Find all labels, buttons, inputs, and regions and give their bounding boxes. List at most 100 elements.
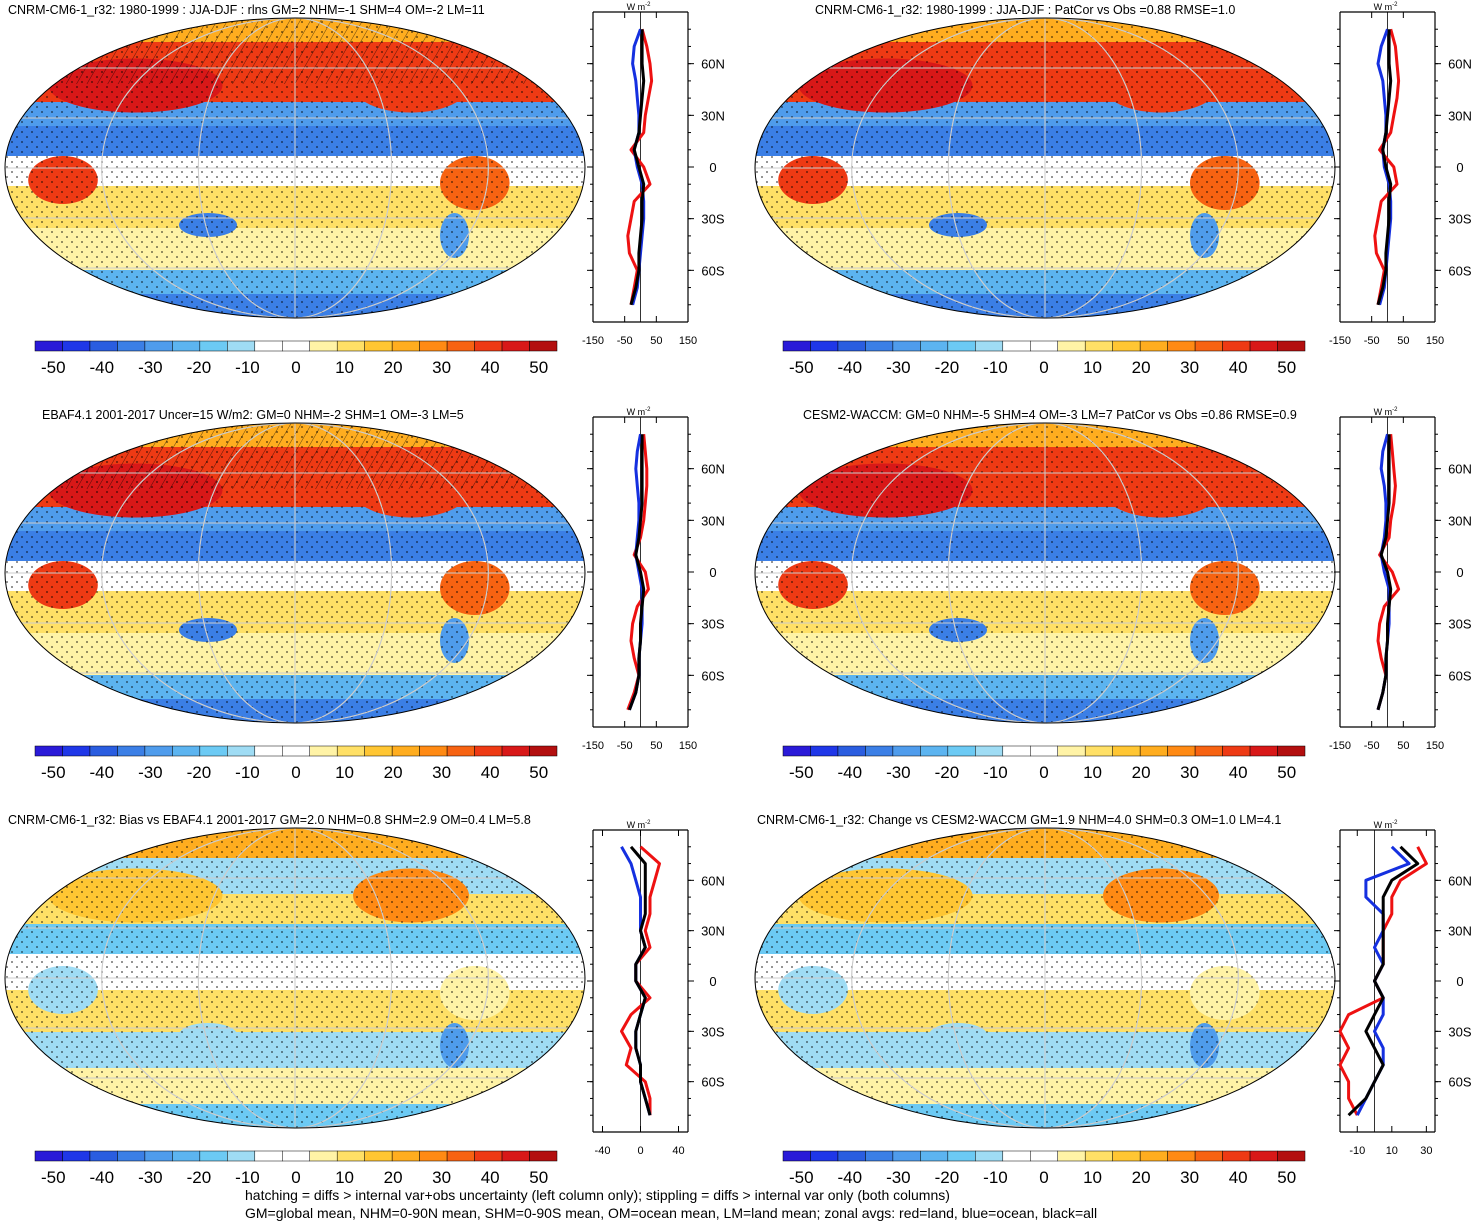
panel-title: CNRM-CM6-1_r32: Change vs CESM2-WACCM GM… bbox=[757, 813, 1282, 827]
colorbar-label: -20 bbox=[935, 358, 960, 377]
x-tick-label: -40 bbox=[595, 1145, 611, 1157]
colorbar-swatch bbox=[309, 340, 338, 352]
colorbar-label: 0 bbox=[291, 763, 300, 782]
colorbar-label: 10 bbox=[1083, 1168, 1102, 1185]
lat-label: 30S bbox=[1448, 617, 1471, 632]
panel-title: EBAF4.1 2001-2017 Uncer=15 W/m2: GM=0 NH… bbox=[42, 408, 464, 422]
panel-title: CESM2-WACCM: GM=0 NHM=-5 SHM=4 OM=-3 LM=… bbox=[803, 408, 1297, 422]
x-tick-label: 50 bbox=[650, 335, 662, 347]
zonal-unit: W m-2 bbox=[627, 820, 651, 830]
zonal-line-all bbox=[1347, 845, 1420, 1117]
colorbar-swatch bbox=[1194, 1150, 1223, 1162]
lat-label: 60S bbox=[701, 1075, 724, 1090]
colorbar-swatch bbox=[89, 745, 118, 757]
x-tick-label: 50 bbox=[1397, 335, 1409, 347]
colorbar-swatch bbox=[810, 1150, 839, 1162]
colorbar-swatch bbox=[144, 340, 173, 352]
x-tick-label: -150 bbox=[1329, 740, 1351, 752]
panel-title: CNRM-CM6-1_r32: Bias vs EBAF4.1 2001-201… bbox=[8, 813, 531, 827]
colorbar-swatch bbox=[1112, 1150, 1141, 1162]
colorbar-swatch bbox=[782, 745, 811, 757]
colorbar-label: -20 bbox=[187, 763, 212, 782]
colorbar-swatch bbox=[227, 1150, 256, 1162]
colorbar-label: -40 bbox=[90, 358, 115, 377]
colorbar-swatch bbox=[62, 1150, 91, 1162]
colorbar-swatch bbox=[837, 745, 866, 757]
map-field bbox=[5, 423, 585, 723]
footnote-line-1: hatching = diffs > internal var+obs unce… bbox=[245, 1187, 950, 1203]
colorbar-swatch bbox=[529, 340, 558, 352]
panel-1: CNRM-CM6-1_r32: 1980-1999 : JJA-DJF : rl… bbox=[0, 0, 740, 400]
x-tick-label: -150 bbox=[582, 740, 604, 752]
lat-label: 60N bbox=[1448, 462, 1472, 477]
colorbar-label: 20 bbox=[1132, 358, 1151, 377]
colorbar-label: -30 bbox=[138, 358, 163, 377]
colorbar-swatch bbox=[892, 745, 921, 757]
map-svg: -50 -40 -30 -20 -10 0 10 20 30 40 50 W m-2 60N 30N 0 30… bbox=[754, 407, 1472, 782]
colorbar-swatch bbox=[62, 340, 91, 352]
lat-label: 0 bbox=[709, 974, 716, 989]
colorbar-label: -30 bbox=[138, 1168, 163, 1185]
zonal-plot: W m-2 60N 30N 0 30S 60S -150 -50 50 150 bbox=[582, 2, 725, 347]
lat-label: 60N bbox=[1448, 57, 1472, 72]
zonal-line-all bbox=[1376, 434, 1393, 711]
colorbar-swatch bbox=[391, 745, 420, 757]
x-tick-label: -50 bbox=[1364, 740, 1380, 752]
panel-6: CNRM-CM6-1_r32: Change vs CESM2-WACCM GM… bbox=[745, 810, 1483, 1185]
panel-3: EBAF4.1 2001-2017 Uncer=15 W/m2: GM=0 NH… bbox=[0, 405, 740, 805]
colorbar-swatch bbox=[501, 745, 530, 757]
colorbar-label: 20 bbox=[384, 763, 403, 782]
colorbar-label: 10 bbox=[335, 1168, 354, 1185]
colorbar-swatch bbox=[1194, 745, 1223, 757]
x-tick-label: 40 bbox=[672, 1145, 684, 1157]
colorbar-swatch bbox=[117, 745, 146, 757]
zonal-line-land bbox=[1338, 846, 1428, 1116]
colorbar-label: -30 bbox=[138, 763, 163, 782]
lat-label: 0 bbox=[709, 565, 716, 580]
colorbar-label: 0 bbox=[1039, 763, 1048, 782]
colorbar-label: -10 bbox=[235, 358, 260, 377]
colorbar-swatch bbox=[975, 745, 1004, 757]
colorbar-swatch bbox=[1112, 745, 1141, 757]
lat-label: 30N bbox=[1448, 924, 1472, 939]
colorbar-swatch bbox=[865, 1150, 894, 1162]
map-field bbox=[5, 828, 585, 1128]
zonal-line-ocean bbox=[1355, 845, 1411, 1116]
map-svg: -50 -40 -30 -20 -10 0 10 20 30 40 50 W m-2 60N 30N 0 30… bbox=[754, 820, 1472, 1185]
colorbar-swatch bbox=[1277, 745, 1306, 757]
lat-label: 60N bbox=[1448, 873, 1472, 888]
colorbar-swatch bbox=[419, 745, 448, 757]
x-tick-label: 150 bbox=[1426, 335, 1444, 347]
colorbar-swatch bbox=[1249, 340, 1278, 352]
lat-label: 30N bbox=[701, 108, 725, 123]
x-tick-label: 50 bbox=[1397, 740, 1409, 752]
colorbar-label: -20 bbox=[935, 763, 960, 782]
colorbar: -50 -40 -30 -20 -10 0 10 20 30 40 50 bbox=[34, 745, 558, 782]
colorbar-label: -40 bbox=[90, 763, 115, 782]
colorbar-label: 30 bbox=[432, 358, 451, 377]
colorbar-label: 30 bbox=[432, 763, 451, 782]
lat-label: 60N bbox=[701, 873, 725, 888]
colorbar-label: 0 bbox=[291, 358, 300, 377]
colorbar-label: 10 bbox=[1083, 358, 1102, 377]
colorbar-swatch bbox=[336, 745, 365, 757]
lat-label: 60S bbox=[1448, 263, 1471, 278]
colorbar-label: 40 bbox=[481, 763, 500, 782]
colorbar-swatch bbox=[282, 1150, 310, 1162]
zonal-line-all bbox=[629, 29, 646, 306]
colorbar-label: -40 bbox=[90, 1168, 115, 1185]
zonal-line-land bbox=[1373, 28, 1401, 306]
colorbar-label: 50 bbox=[1277, 1168, 1296, 1185]
colorbar-swatch bbox=[1002, 340, 1031, 352]
lat-label: 30S bbox=[1448, 212, 1471, 227]
colorbar-label: -20 bbox=[187, 1168, 212, 1185]
panel-title: CNRM-CM6-1_r32: 1980-1999 : JJA-DJF : Pa… bbox=[815, 3, 1236, 17]
colorbar-swatch bbox=[199, 1150, 228, 1162]
colorbar: -50 -40 -30 -20 -10 0 10 20 30 40 50 bbox=[782, 340, 1306, 377]
colorbar-label: -10 bbox=[235, 1168, 260, 1185]
colorbar-swatch bbox=[1277, 1150, 1306, 1162]
lat-label: 30N bbox=[1448, 513, 1472, 528]
lat-label: 60N bbox=[701, 462, 725, 477]
colorbar-swatch bbox=[1030, 1150, 1058, 1162]
lat-label: 30N bbox=[701, 924, 725, 939]
